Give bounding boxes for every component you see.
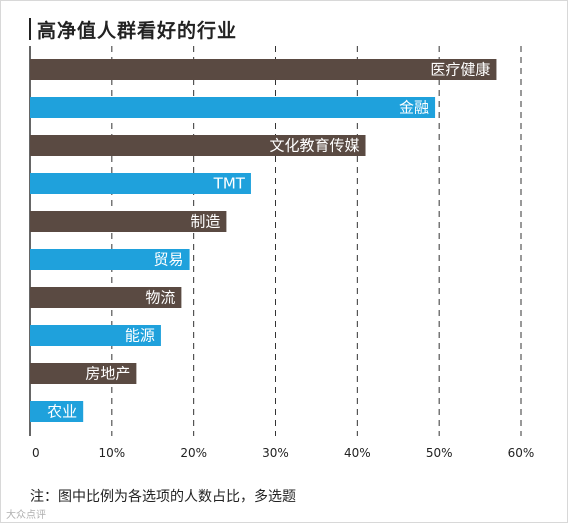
x-tick-label: 0 <box>32 446 40 460</box>
bar-label: 制造 <box>190 213 220 231</box>
x-tick-label: 30% <box>262 446 289 460</box>
bar-3 <box>30 173 251 194</box>
bar-9 <box>30 401 84 422</box>
x-tick-label: 10% <box>98 446 125 460</box>
bar-4 <box>30 211 227 232</box>
footnote: 注：图中比例为各选项的人数占比，多选题 <box>30 489 296 505</box>
bar-0 <box>30 59 497 80</box>
x-tick-label: 50% <box>426 446 453 460</box>
x-tick-label: 60% <box>508 446 535 460</box>
bar-7 <box>30 325 161 346</box>
bar-8 <box>30 363 137 384</box>
bar-2 <box>30 135 366 156</box>
bar-1 <box>30 97 436 118</box>
bar-label: 金融 <box>399 99 429 117</box>
bar-6 <box>30 287 182 308</box>
bar-label: 文化教育传媒 <box>270 137 360 155</box>
bar-label: 农业 <box>47 403 77 421</box>
watermark: 大众点评 <box>6 510 46 521</box>
chart-title: 高净值人群看好的行业 <box>37 20 238 42</box>
title-accent-bar <box>29 18 31 40</box>
x-tick-label: 20% <box>180 446 207 460</box>
bar-5 <box>30 249 190 270</box>
x-tick-label: 40% <box>344 446 371 460</box>
bar-label: TMT <box>213 175 246 193</box>
bar-label: 物流 <box>145 289 175 307</box>
bar-label: 能源 <box>125 327 155 345</box>
bar-label: 房地产 <box>85 365 130 383</box>
bar-label: 医疗健康 <box>430 61 490 79</box>
bar-label: 贸易 <box>154 251 184 269</box>
x-tick-labels: 0 10% 20% 30% 40% 50% 60% <box>32 446 534 460</box>
